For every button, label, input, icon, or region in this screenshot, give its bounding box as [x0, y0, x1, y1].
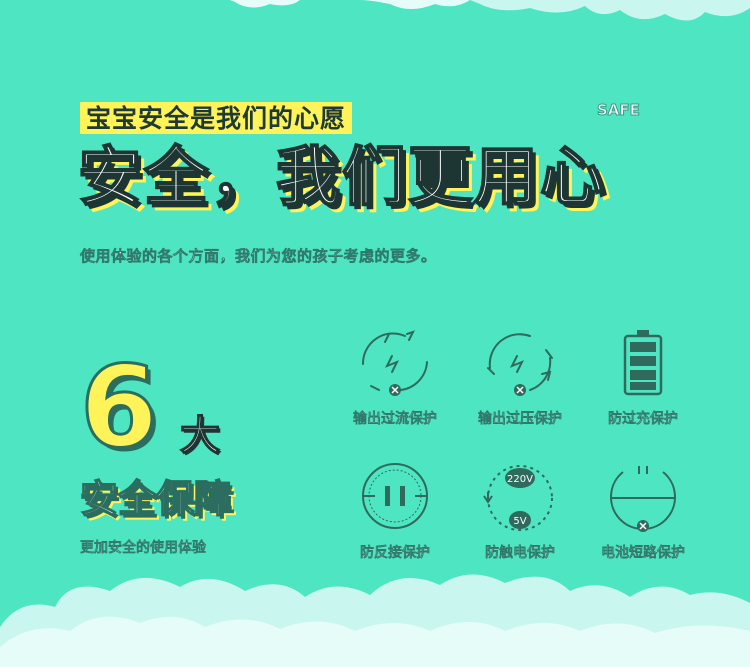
- voltage-badge-220v: 220V: [507, 474, 533, 485]
- feature-label: 防触电保护: [485, 545, 555, 561]
- guarantee-unit: 大: [179, 412, 221, 460]
- short-circuit-icon: [610, 466, 676, 532]
- battery-icon: [623, 330, 663, 396]
- feature-anti-shock: 220V 5V 防触电保护: [455, 462, 585, 562]
- feature-overvoltage: 输出过压保护: [455, 328, 585, 428]
- page-description: 使用体验的各个方面，我们为您的孩子考虑的更多。: [80, 247, 437, 266]
- safe-tag: SAFE: [597, 101, 641, 120]
- page-headline: 安全，我们更用心: [77, 140, 606, 216]
- voltage-badge-5v: 5V: [513, 516, 526, 527]
- subtitle-banner: 宝宝安全是我们的心愿: [80, 102, 353, 134]
- guarantee-count: 6: [79, 343, 160, 473]
- bottom-clouds-decoration: [0, 574, 750, 667]
- feature-label: 防反接保护: [360, 545, 430, 561]
- top-clouds-decoration: [0, 0, 750, 21]
- overvoltage-icon: [487, 333, 553, 396]
- feature-overcharge: 防过充保护: [578, 328, 708, 428]
- feature-short-circuit: 电池短路保护: [578, 462, 708, 562]
- feature-overcurrent: 输出过流保护: [330, 328, 460, 428]
- feature-reverse-connection: 防反接保护: [330, 462, 460, 562]
- guarantee-title: 安全保障: [79, 476, 233, 522]
- feature-label: 电池短路保护: [601, 545, 685, 561]
- feature-label: 输出过流保护: [353, 411, 437, 427]
- reverse-connection-icon: [362, 463, 428, 529]
- anti-shock-icon: 220V 5V: [483, 465, 553, 531]
- feature-label: 防过充保护: [608, 411, 678, 427]
- guarantee-subtitle: 更加安全的使用体验: [80, 540, 206, 556]
- overcurrent-icon: [361, 330, 428, 396]
- feature-label: 输出过压保护: [478, 411, 562, 427]
